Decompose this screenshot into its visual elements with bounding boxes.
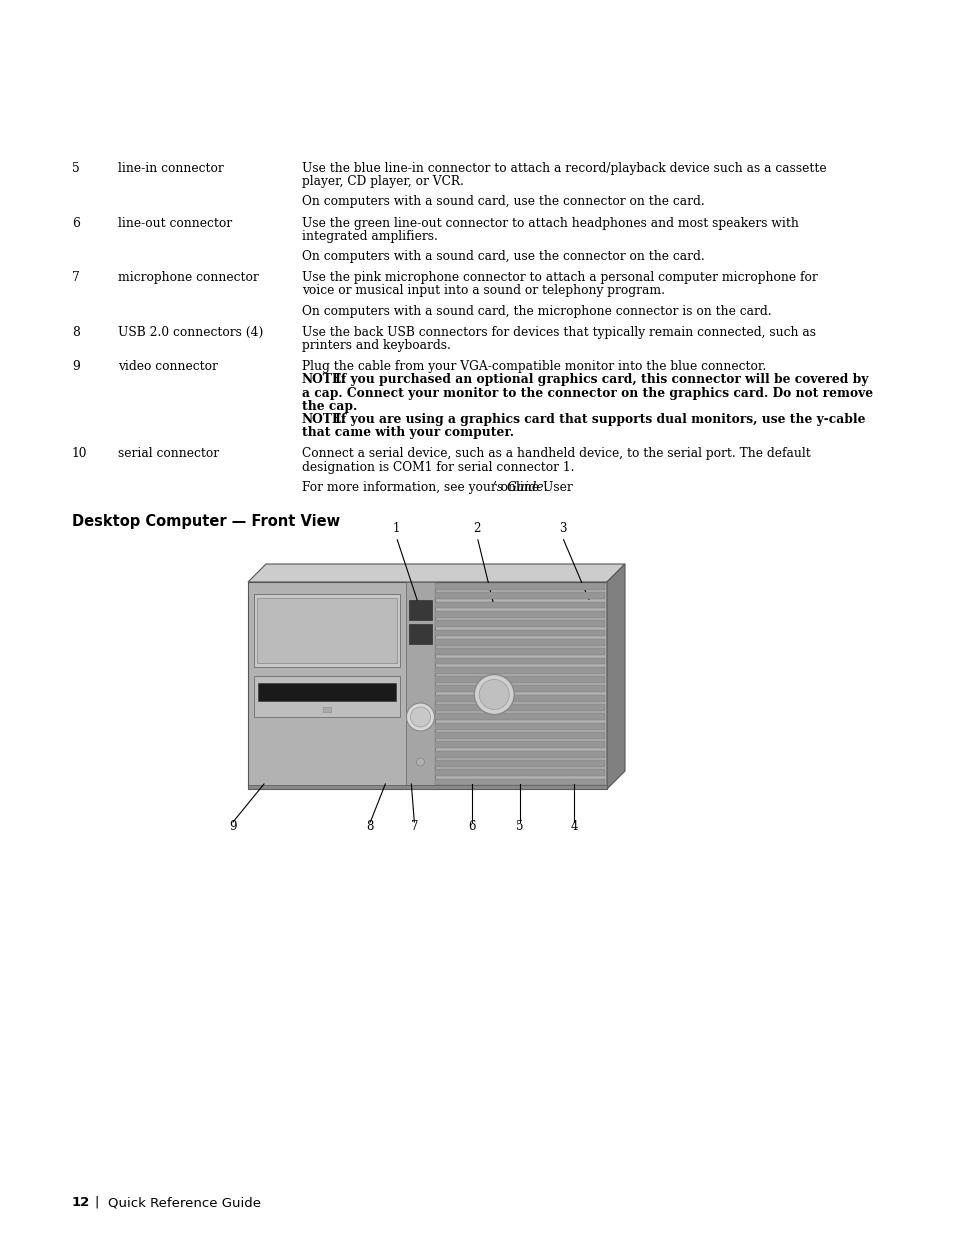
Text: 2: 2 <box>473 522 480 536</box>
Text: Use the pink microphone connector to attach a personal computer microphone for: Use the pink microphone connector to att… <box>302 272 817 284</box>
Text: On computers with a sound card, the microphone connector is on the card.: On computers with a sound card, the micr… <box>302 305 771 317</box>
Text: that came with your computer.: that came with your computer. <box>302 426 514 440</box>
Text: If you purchased an optional graphics card, this connector will be covered by: If you purchased an optional graphics ca… <box>335 373 867 387</box>
Text: designation is COM1 for serial connector 1.: designation is COM1 for serial connector… <box>302 461 574 473</box>
Text: |: | <box>94 1195 98 1209</box>
Polygon shape <box>435 685 604 693</box>
Text: Plug the cable from your VGA-compatible monitor into the blue connector.: Plug the cable from your VGA-compatible … <box>302 361 765 373</box>
Text: player, CD player, or VCR.: player, CD player, or VCR. <box>302 175 463 188</box>
Polygon shape <box>253 677 400 718</box>
Text: 5: 5 <box>516 820 523 834</box>
Text: 12: 12 <box>71 1195 91 1209</box>
Text: NOTE:: NOTE: <box>302 412 346 426</box>
Text: serial connector: serial connector <box>118 447 219 461</box>
Polygon shape <box>435 751 604 757</box>
Polygon shape <box>435 601 604 609</box>
Circle shape <box>406 703 434 731</box>
Text: 9: 9 <box>71 361 80 373</box>
Text: 4: 4 <box>570 820 578 834</box>
Text: 10: 10 <box>71 447 88 461</box>
Text: 6: 6 <box>468 820 476 834</box>
Text: Desktop Computer — Front View: Desktop Computer — Front View <box>71 514 340 529</box>
Polygon shape <box>435 741 604 748</box>
Text: Use the green line-out connector to attach headphones and most speakers with: Use the green line-out connector to atta… <box>302 216 798 230</box>
Text: printers and keyboards.: printers and keyboards. <box>302 338 451 352</box>
Circle shape <box>474 674 514 715</box>
Polygon shape <box>409 600 431 620</box>
Text: Use the blue line-in connector to attach a record/playback device such as a cass: Use the blue line-in connector to attach… <box>302 162 825 175</box>
Polygon shape <box>435 620 604 627</box>
Polygon shape <box>435 648 604 655</box>
Polygon shape <box>406 582 435 789</box>
Polygon shape <box>248 564 624 582</box>
Polygon shape <box>409 624 431 643</box>
Polygon shape <box>435 611 604 618</box>
Text: voice or musical input into a sound or telephony program.: voice or musical input into a sound or t… <box>302 284 664 298</box>
Text: ’s Guide.: ’s Guide. <box>493 480 547 494</box>
Text: On computers with a sound card, use the connector on the card.: On computers with a sound card, use the … <box>302 249 704 263</box>
Text: Use the back USB connectors for devices that typically remain connected, such as: Use the back USB connectors for devices … <box>302 326 815 338</box>
Text: USB 2.0 connectors (4): USB 2.0 connectors (4) <box>118 326 263 338</box>
Polygon shape <box>435 695 604 701</box>
Text: If you are using a graphics card that supports dual monitors, use the y-cable: If you are using a graphics card that su… <box>335 412 864 426</box>
Polygon shape <box>435 630 604 636</box>
Text: 7: 7 <box>410 820 417 834</box>
Text: microphone connector: microphone connector <box>118 272 258 284</box>
Text: 8: 8 <box>71 326 80 338</box>
Text: 6: 6 <box>71 216 80 230</box>
Text: Quick Reference Guide: Quick Reference Guide <box>108 1195 261 1209</box>
Text: 1: 1 <box>393 522 399 536</box>
Text: integrated amplifiers.: integrated amplifiers. <box>302 230 437 243</box>
Polygon shape <box>435 722 604 730</box>
Polygon shape <box>248 785 606 789</box>
Text: line-out connector: line-out connector <box>118 216 232 230</box>
Polygon shape <box>257 683 395 700</box>
Polygon shape <box>248 582 606 789</box>
Polygon shape <box>435 657 604 664</box>
Polygon shape <box>435 704 604 711</box>
Polygon shape <box>435 583 604 590</box>
Text: video connector: video connector <box>118 361 217 373</box>
Polygon shape <box>435 760 604 767</box>
Text: 9: 9 <box>229 820 236 834</box>
Polygon shape <box>253 594 400 667</box>
Text: For more information, see your online User: For more information, see your online Us… <box>302 480 572 494</box>
Text: NOTE:: NOTE: <box>302 373 346 387</box>
Polygon shape <box>323 706 331 711</box>
Polygon shape <box>435 667 604 673</box>
Text: Connect a serial device, such as a handheld device, to the serial port. The defa: Connect a serial device, such as a handh… <box>302 447 810 461</box>
Polygon shape <box>435 638 604 646</box>
Polygon shape <box>435 779 604 785</box>
Circle shape <box>416 758 424 766</box>
Text: 7: 7 <box>71 272 80 284</box>
Text: 3: 3 <box>558 522 565 536</box>
Circle shape <box>410 706 430 727</box>
Circle shape <box>478 679 509 709</box>
Text: 5: 5 <box>71 162 80 175</box>
Text: a cap. Connect your monitor to the connector on the graphics card. Do not remove: a cap. Connect your monitor to the conne… <box>302 387 872 400</box>
Polygon shape <box>435 732 604 739</box>
Text: On computers with a sound card, use the connector on the card.: On computers with a sound card, use the … <box>302 195 704 209</box>
Text: the cap.: the cap. <box>302 400 356 412</box>
Polygon shape <box>435 714 604 720</box>
Text: line-in connector: line-in connector <box>118 162 224 175</box>
Polygon shape <box>606 564 624 789</box>
Polygon shape <box>435 677 604 683</box>
Polygon shape <box>435 769 604 776</box>
Polygon shape <box>256 598 396 663</box>
Text: 8: 8 <box>366 820 374 834</box>
Polygon shape <box>435 593 604 599</box>
